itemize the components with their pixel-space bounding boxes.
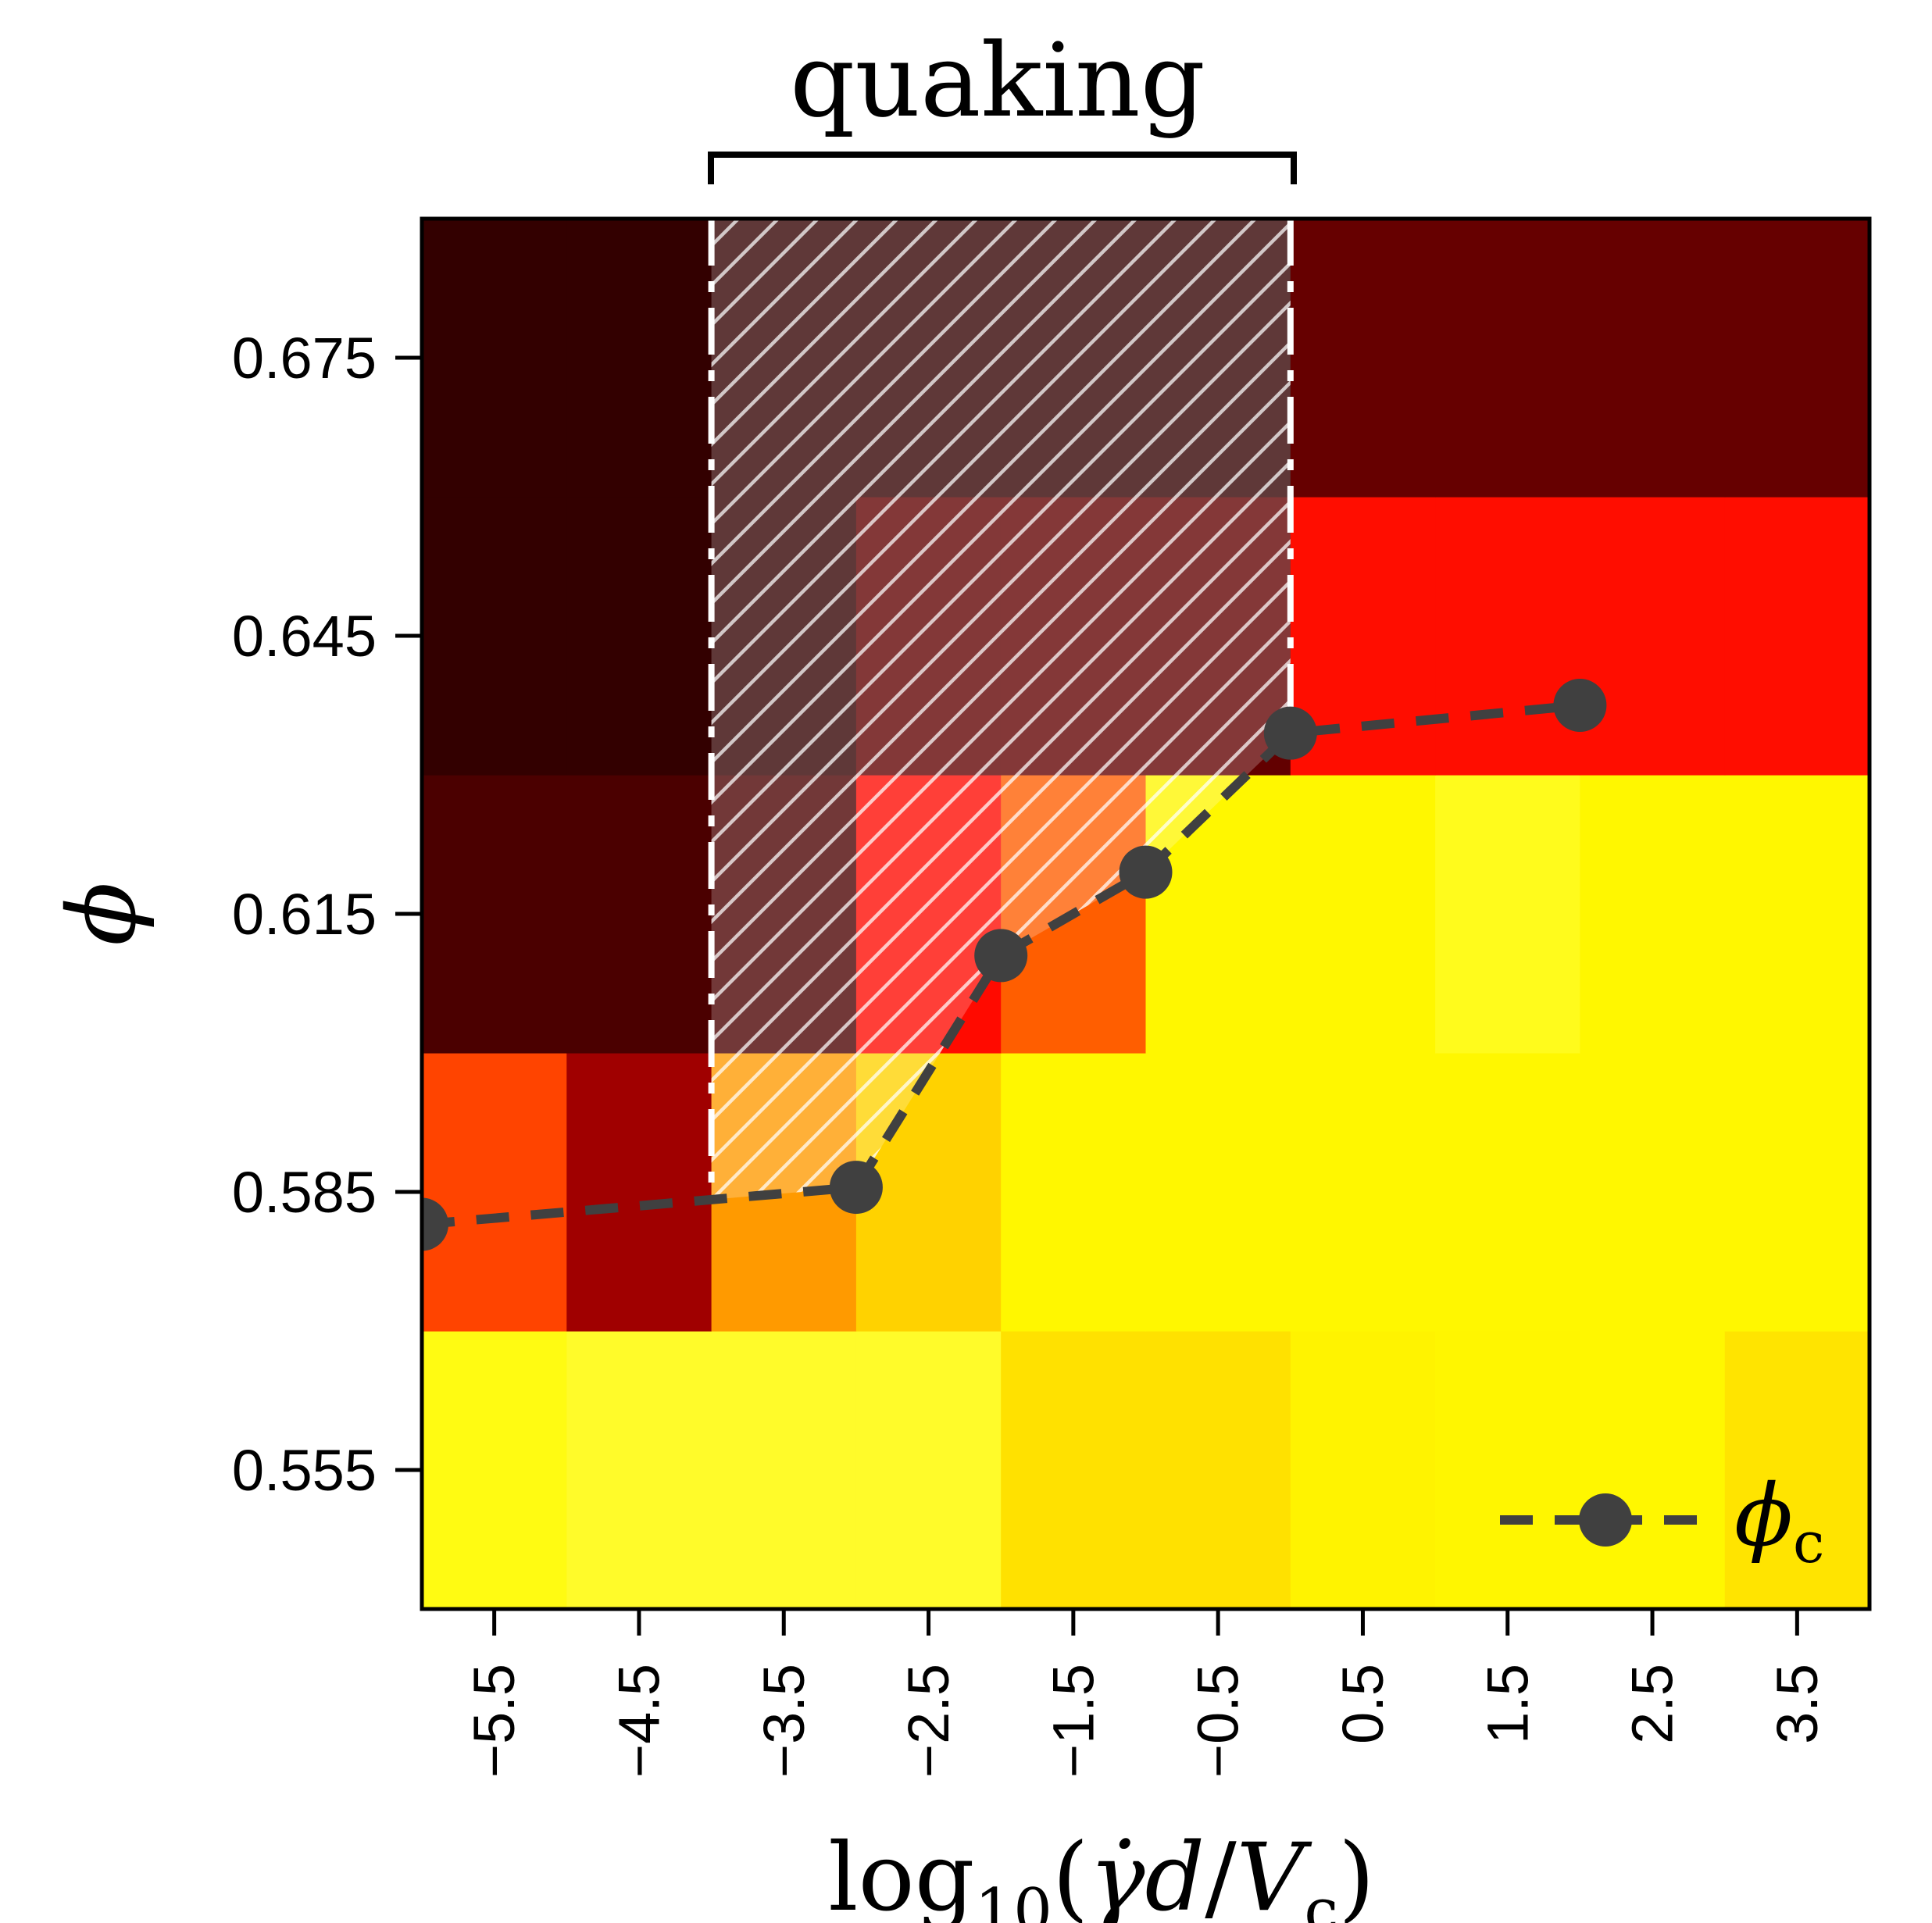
heatmap-cell	[422, 1331, 567, 1610]
heatmap-cell	[1435, 775, 1580, 1054]
heatmap-cell	[1435, 219, 1580, 498]
heatmap-cell	[1724, 775, 1870, 1054]
x-label-v: V	[1237, 1824, 1312, 1923]
heatmap-cell	[1724, 1331, 1870, 1610]
heatmap-cell	[1145, 1331, 1291, 1610]
x-tick-label: 1.5	[1475, 1664, 1540, 1744]
heatmap-cell	[1724, 1053, 1870, 1332]
heatmap-cell	[1001, 1331, 1147, 1610]
heatmap-cell	[1580, 497, 1726, 776]
legend-label: ϕc	[1734, 1465, 1824, 1575]
heatmap-cell	[566, 775, 712, 1054]
heatmap-cell	[1435, 1331, 1580, 1610]
phi-c-line	[422, 701, 1580, 1229]
quaking-region-hatch	[711, 219, 1291, 1200]
y-tick-label: 0.555	[232, 1438, 377, 1503]
x-tick-label: −0.5	[1186, 1664, 1251, 1778]
y-tick-label: 0.645	[232, 604, 377, 669]
x-tick-label: −4.5	[606, 1664, 671, 1778]
x-tick-label: −3.5	[752, 1664, 816, 1778]
heatmap-cell	[1724, 219, 1870, 498]
phi-c-point	[1553, 679, 1607, 732]
heatmap-cell	[711, 1331, 857, 1610]
heatmap-cell	[1145, 1053, 1291, 1332]
heatmap-cell	[1435, 497, 1580, 776]
x-label-close: )	[1338, 1824, 1375, 1923]
x-tick-label: 0.5	[1330, 1664, 1395, 1744]
y-axis-label: ϕ	[48, 882, 157, 946]
heatmap-cell	[566, 1331, 712, 1610]
y-axis: 0.675 0.645 0.615 0.585 0.555	[232, 326, 422, 1503]
x-tick-label: 2.5	[1620, 1664, 1685, 1744]
heatmap-cell	[1290, 775, 1436, 1054]
x-label-d: d	[1145, 1824, 1205, 1923]
x-axis: −5.5 −4.5 −3.5 −2.5 −1.5 −0.5 0.5 1.5 2.5 3.5	[462, 1609, 1830, 1778]
legend: ϕc	[1500, 1465, 1824, 1575]
heatmap-cell	[422, 775, 567, 1054]
x-tick-label: −1.5	[1041, 1664, 1105, 1778]
x-label-slash: /	[1205, 1824, 1237, 1923]
x-tick-label: −5.5	[462, 1664, 527, 1778]
heatmap-cell	[422, 219, 567, 498]
heatmap-cell	[1580, 219, 1726, 498]
heatmap-cell	[1290, 1053, 1436, 1332]
quaking-bracket	[708, 152, 1297, 184]
heatmap-cell	[422, 1053, 567, 1332]
legend-marker	[1579, 1493, 1632, 1547]
chart-title: quaking	[790, 21, 1205, 140]
x-label-log-sub: 10	[975, 1876, 1052, 1923]
heatmap-cell	[1724, 497, 1870, 776]
phi-c-point	[974, 929, 1028, 983]
quaking-overlay	[708, 219, 1294, 1200]
legend-label-phi: ϕ	[1734, 1465, 1793, 1565]
phi-c-point	[829, 1161, 883, 1215]
x-label-v-sub: c	[1304, 1876, 1338, 1923]
heatmap-cell	[855, 1331, 1002, 1610]
heatmap-cell	[1580, 1331, 1726, 1610]
heatmap-cell	[566, 219, 712, 498]
x-label-open: (	[1052, 1824, 1089, 1923]
phi-c-point	[1119, 845, 1173, 899]
phi-c-point	[422, 1197, 448, 1251]
heatmap-cell	[566, 1053, 712, 1332]
heatmap-cell	[1580, 1053, 1726, 1332]
phi-c-series	[422, 679, 1607, 1251]
x-label-log: log	[828, 1824, 974, 1923]
heatmap-cell	[1580, 775, 1726, 1054]
x-tick-label: 3.5	[1765, 1664, 1830, 1744]
legend-label-sub: c	[1793, 1510, 1824, 1575]
heatmap-cell	[1290, 1331, 1436, 1610]
y-tick-label: 0.675	[232, 326, 377, 391]
phi-c-point	[1263, 706, 1317, 760]
y-tick-label: 0.615	[232, 882, 377, 947]
x-axis-label: log10(γ̇d/Vc)	[828, 1824, 1375, 1923]
heatmap-cell	[1001, 1053, 1147, 1332]
heatmap-cell	[1290, 219, 1436, 498]
heatmap-cell	[566, 497, 712, 776]
heatmap-cell	[1435, 1053, 1580, 1332]
y-tick-label: 0.585	[232, 1160, 377, 1225]
heatmap-cell	[422, 497, 567, 776]
x-tick-label: −2.5	[896, 1664, 961, 1778]
x-label-gamma-dot: γ̇	[1089, 1824, 1145, 1923]
